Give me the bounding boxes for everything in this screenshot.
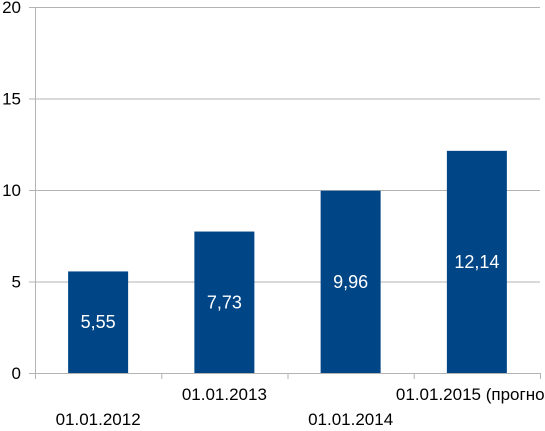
bar-value-label: 9,96 — [333, 272, 368, 292]
y-tick-label: 20 — [2, 0, 21, 17]
x-category-label: 01.01.2015 (прогноз) — [396, 385, 545, 404]
y-tick-label: 10 — [2, 181, 21, 200]
y-tick-label: 5 — [12, 273, 21, 292]
bar-2 — [194, 231, 255, 373]
x-category-label: 01.01.2014 — [308, 410, 393, 429]
y-tick-label: 0 — [12, 364, 21, 383]
y-tick-label: 15 — [2, 90, 21, 109]
bars — [68, 150, 507, 373]
y-axis: 0 5 10 15 20 — [2, 0, 36, 383]
bar-value-labels: 5,55 7,73 9,96 12,14 — [81, 252, 500, 332]
x-category-label: 01.01.2012 — [56, 410, 141, 429]
bar-3 — [320, 190, 381, 373]
bar-4 — [446, 150, 507, 373]
x-category-label: 01.01.2013 — [182, 385, 267, 404]
bar-value-label: 12,14 — [454, 252, 499, 272]
bar-1 — [68, 271, 129, 373]
x-axis: 01.01.2012 01.01.2013 01.01.201401.01.2015… — [56, 373, 545, 429]
bar-value-label: 5,55 — [81, 312, 116, 332]
bar-value-label: 7,73 — [207, 292, 242, 312]
